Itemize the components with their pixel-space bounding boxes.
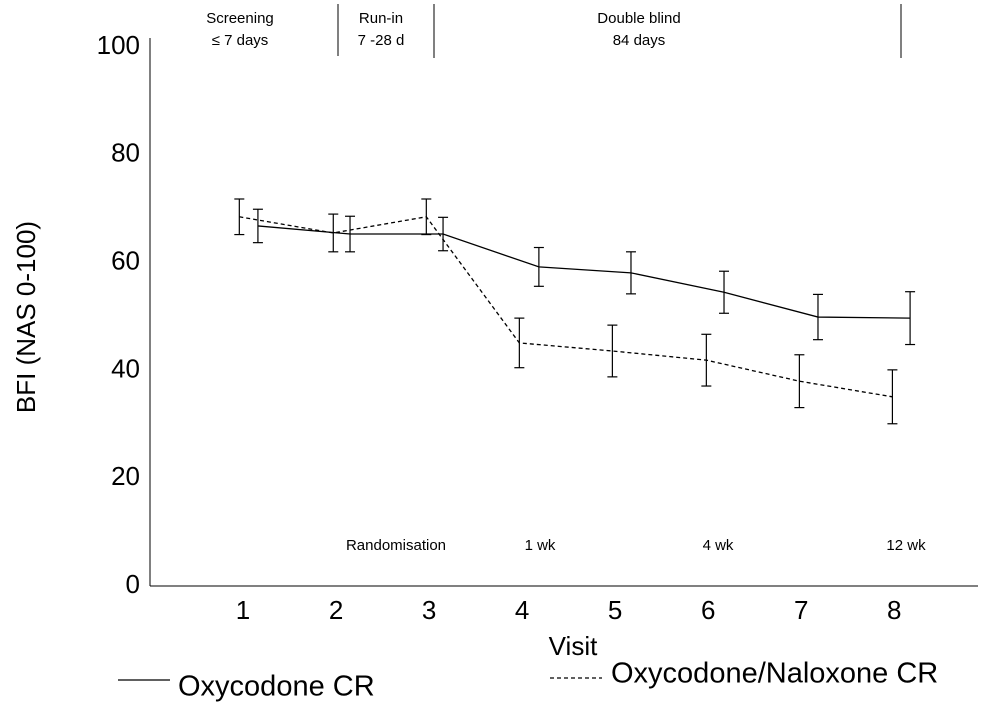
error-bar [234,198,245,236]
error-bar [328,213,339,253]
phase-label: ≤ 7 days [212,32,269,49]
phase-label: 7 -28 d [358,32,405,49]
phase-label: Run-in [359,10,403,27]
y-tick-label: 60 [111,245,140,275]
y-tick-label: 100 [97,30,140,60]
x-tick-label: 1 [236,595,250,625]
series-line [239,216,893,398]
x-tick-label: 7 [794,595,808,625]
phase-label: 84 days [613,32,666,49]
x-tick-label: 5 [608,595,622,625]
error-bar [252,208,263,244]
error-bar [345,215,356,253]
milestone-label: 1 wk [525,537,556,554]
y-tick-label: 0 [126,569,140,599]
error-bar [514,317,525,369]
y-tick-label: 40 [111,353,140,383]
y-tick-label: 80 [111,138,140,168]
y-tick-label: 20 [111,461,140,491]
error-bar [719,270,730,314]
error-bar [607,324,618,378]
legend-label: Oxycodone CR [178,671,375,702]
x-tick-label: 3 [422,595,436,625]
error-bar [438,216,449,252]
error-bar [812,293,823,341]
x-tick-label: 4 [515,595,529,625]
phase-label: Double blind [597,10,680,27]
milestone-label: Randomisation [346,537,446,554]
y-axis-label: BFI (NAS 0-100) [11,221,41,413]
milestone-label: 4 wk [703,537,734,554]
error-bar [794,354,805,409]
error-bar [625,251,636,295]
x-tick-label: 6 [701,595,715,625]
x-axis-label: Visit [549,631,598,661]
error-bar [905,291,916,346]
error-bar [887,369,898,425]
legend-label: Oxycodone/Naloxone CR [611,658,938,690]
error-bar [701,333,712,387]
x-tick-label: 2 [329,595,343,625]
error-bar [421,198,432,236]
error-bar [533,246,544,287]
x-tick-label: 8 [887,595,901,625]
phase-label: Screening [206,10,274,27]
milestone-label: 12 wk [886,537,926,554]
series-line [257,225,911,319]
